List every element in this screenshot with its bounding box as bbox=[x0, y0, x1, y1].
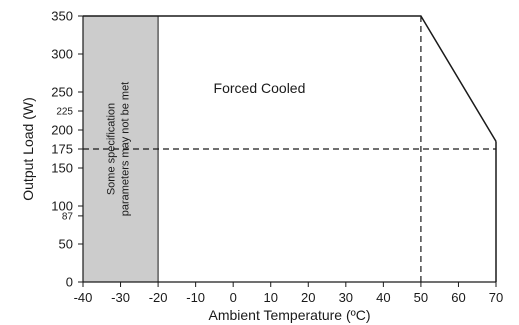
x-axis-title: Ambient Temperature (ºC) bbox=[208, 307, 370, 323]
y-tick-label: 87 bbox=[62, 211, 74, 222]
y-tick-label: 350 bbox=[51, 9, 73, 24]
x-tick-label: 50 bbox=[414, 290, 428, 305]
y-tick-label: 250 bbox=[51, 85, 73, 100]
y-tick-label: 225 bbox=[56, 107, 73, 118]
y-tick-label: 100 bbox=[51, 199, 73, 214]
y-tick-label: 300 bbox=[51, 47, 73, 62]
x-tick-label: 10 bbox=[263, 290, 277, 305]
x-tick-label: -10 bbox=[186, 290, 205, 305]
derating-curve bbox=[83, 15, 497, 142]
shaded-label-line-1: Some specification bbox=[106, 103, 118, 195]
x-tick-label: 60 bbox=[451, 290, 465, 305]
y-tick-label: 175 bbox=[51, 142, 73, 157]
forced-cooled-label: Forced Cooled bbox=[214, 80, 306, 96]
x-tick-label: -30 bbox=[111, 290, 130, 305]
y-tick-label: 150 bbox=[51, 161, 73, 176]
y-tick-label: 0 bbox=[66, 275, 73, 290]
y-tick-label: 200 bbox=[51, 123, 73, 138]
x-tick-label: 30 bbox=[339, 290, 353, 305]
x-axis-ticks: -40 -30 -20 -10 0 10 20 30 40 50 60 70 bbox=[74, 282, 503, 305]
x-tick-label: 20 bbox=[301, 290, 315, 305]
x-tick-label: -40 bbox=[74, 290, 93, 305]
x-tick-label: 0 bbox=[230, 290, 237, 305]
x-tick-label: -20 bbox=[149, 290, 168, 305]
x-tick-label: 40 bbox=[376, 290, 390, 305]
y-axis-title: Output Load (W) bbox=[20, 97, 36, 201]
y-tick-label: 50 bbox=[59, 237, 73, 252]
x-tick-label: 70 bbox=[489, 290, 503, 305]
